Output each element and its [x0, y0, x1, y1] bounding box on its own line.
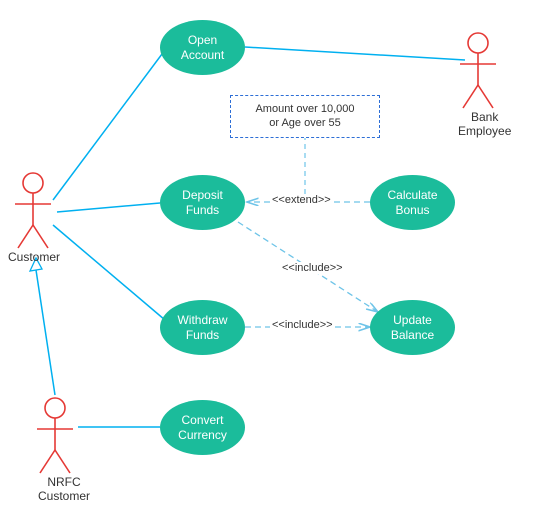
usecase-calculate-bonus: CalculateBonus	[370, 175, 455, 230]
usecase-label: WithdrawFunds	[177, 313, 227, 342]
usecase-label: ConvertCurrency	[178, 413, 227, 442]
actor-label-bank-employee: BankEmployee	[458, 110, 511, 138]
actor-customer	[15, 173, 51, 248]
usecase-convert-currency: ConvertCurrency	[160, 400, 245, 455]
actor-label-nrfc-customer: NRFCCustomer	[38, 475, 90, 503]
assoc-open-employee	[245, 47, 465, 60]
actor-label-customer: Customer	[8, 250, 60, 264]
edge-label-include1: <<include>>	[280, 262, 345, 274]
edge-label-extend: <<extend>>	[270, 194, 333, 206]
usecase-label: UpdateBalance	[391, 313, 434, 342]
edge-label-include2: <<include>>	[270, 319, 335, 331]
actor-bank-employee	[460, 33, 496, 108]
assoc-customer-deposit	[57, 203, 160, 212]
use-case-diagram: OpenAccount DepositFunds CalculateBonus …	[0, 0, 545, 513]
note-text: Amount over 10,000or Age over 55	[255, 103, 354, 129]
usecase-label: DepositFunds	[182, 188, 223, 217]
usecase-withdraw-funds: WithdrawFunds	[160, 300, 245, 355]
usecase-update-balance: UpdateBalance	[370, 300, 455, 355]
assoc-customer-withdraw	[53, 225, 165, 320]
extend-condition-note: Amount over 10,000or Age over 55	[230, 95, 380, 138]
gen-nrfc-customer	[36, 270, 55, 395]
usecase-label: OpenAccount	[181, 33, 224, 62]
diagram-lines	[0, 0, 545, 513]
usecase-open-account: OpenAccount	[160, 20, 245, 75]
assoc-customer-open	[53, 50, 165, 200]
usecase-deposit-funds: DepositFunds	[160, 175, 245, 230]
usecase-label: CalculateBonus	[387, 188, 437, 217]
actor-nrfc-customer	[37, 398, 73, 473]
